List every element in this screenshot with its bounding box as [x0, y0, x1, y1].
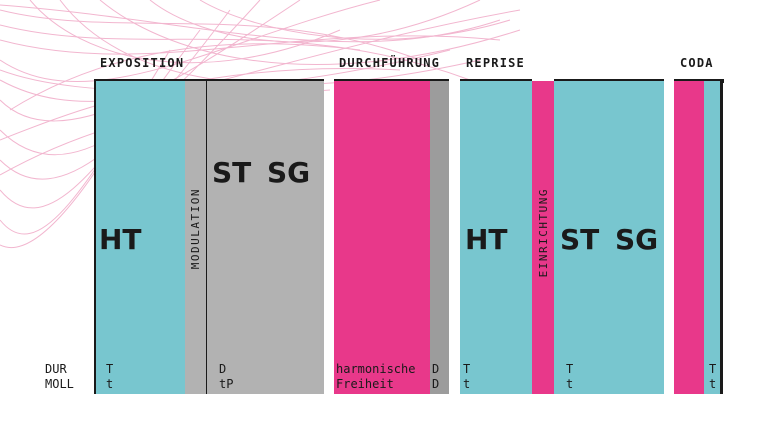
rep-ht-moll: t — [463, 377, 471, 391]
reprise-stsg-block — [554, 81, 664, 394]
df-end-moll: D — [432, 377, 440, 391]
durchfuehrung-block — [334, 81, 430, 394]
exp-ht-moll: t — [106, 377, 114, 391]
section-title-durchfuehrung: DURCHFÜHRUNG — [339, 56, 441, 70]
exposition-stsg-label: ST SG — [212, 156, 311, 189]
rep-ht-dur: T — [463, 362, 471, 376]
coda-pink-block — [674, 81, 704, 394]
exp-sg-moll: tP — [219, 377, 234, 391]
einrichtung-label: EINRICHTUNG — [537, 188, 550, 278]
section-title-reprise: REPRISE — [466, 56, 525, 70]
coda-moll: t — [709, 377, 717, 391]
exposition-ht-label: HT — [99, 223, 142, 256]
exposition-stsg-block — [207, 81, 324, 394]
row-label-moll: MOLL — [45, 377, 74, 391]
reprise-stsg-label: ST SG — [560, 223, 659, 256]
section-title-exposition: EXPOSITION — [100, 56, 185, 70]
reprise-ht-block — [460, 81, 532, 394]
df-end-dur: D — [432, 362, 440, 376]
rep-sg-moll: t — [566, 377, 574, 391]
einrichtung-block — [532, 81, 554, 394]
modulation-divider — [206, 79, 207, 394]
modulation-block — [185, 81, 207, 394]
coda-end-line — [720, 79, 723, 394]
exposition-left-line — [94, 79, 96, 394]
section-title-coda: CODA — [680, 56, 714, 70]
coda-dur: T — [709, 362, 717, 376]
exp-sg-dur: D — [219, 362, 227, 376]
reprise-ht-label: HT — [465, 223, 508, 256]
durchfuehrung-end-block — [430, 81, 449, 394]
exposition-ht-block — [94, 81, 185, 394]
coda-teal-block — [704, 81, 720, 394]
df-dur: harmonische — [336, 362, 416, 376]
rep-sg-dur: T — [566, 362, 574, 376]
df-moll: Freiheit — [336, 377, 394, 391]
row-label-dur: DUR — [45, 362, 67, 376]
exp-ht-dur: T — [106, 362, 114, 376]
modulation-label: MODULATION — [189, 188, 202, 270]
